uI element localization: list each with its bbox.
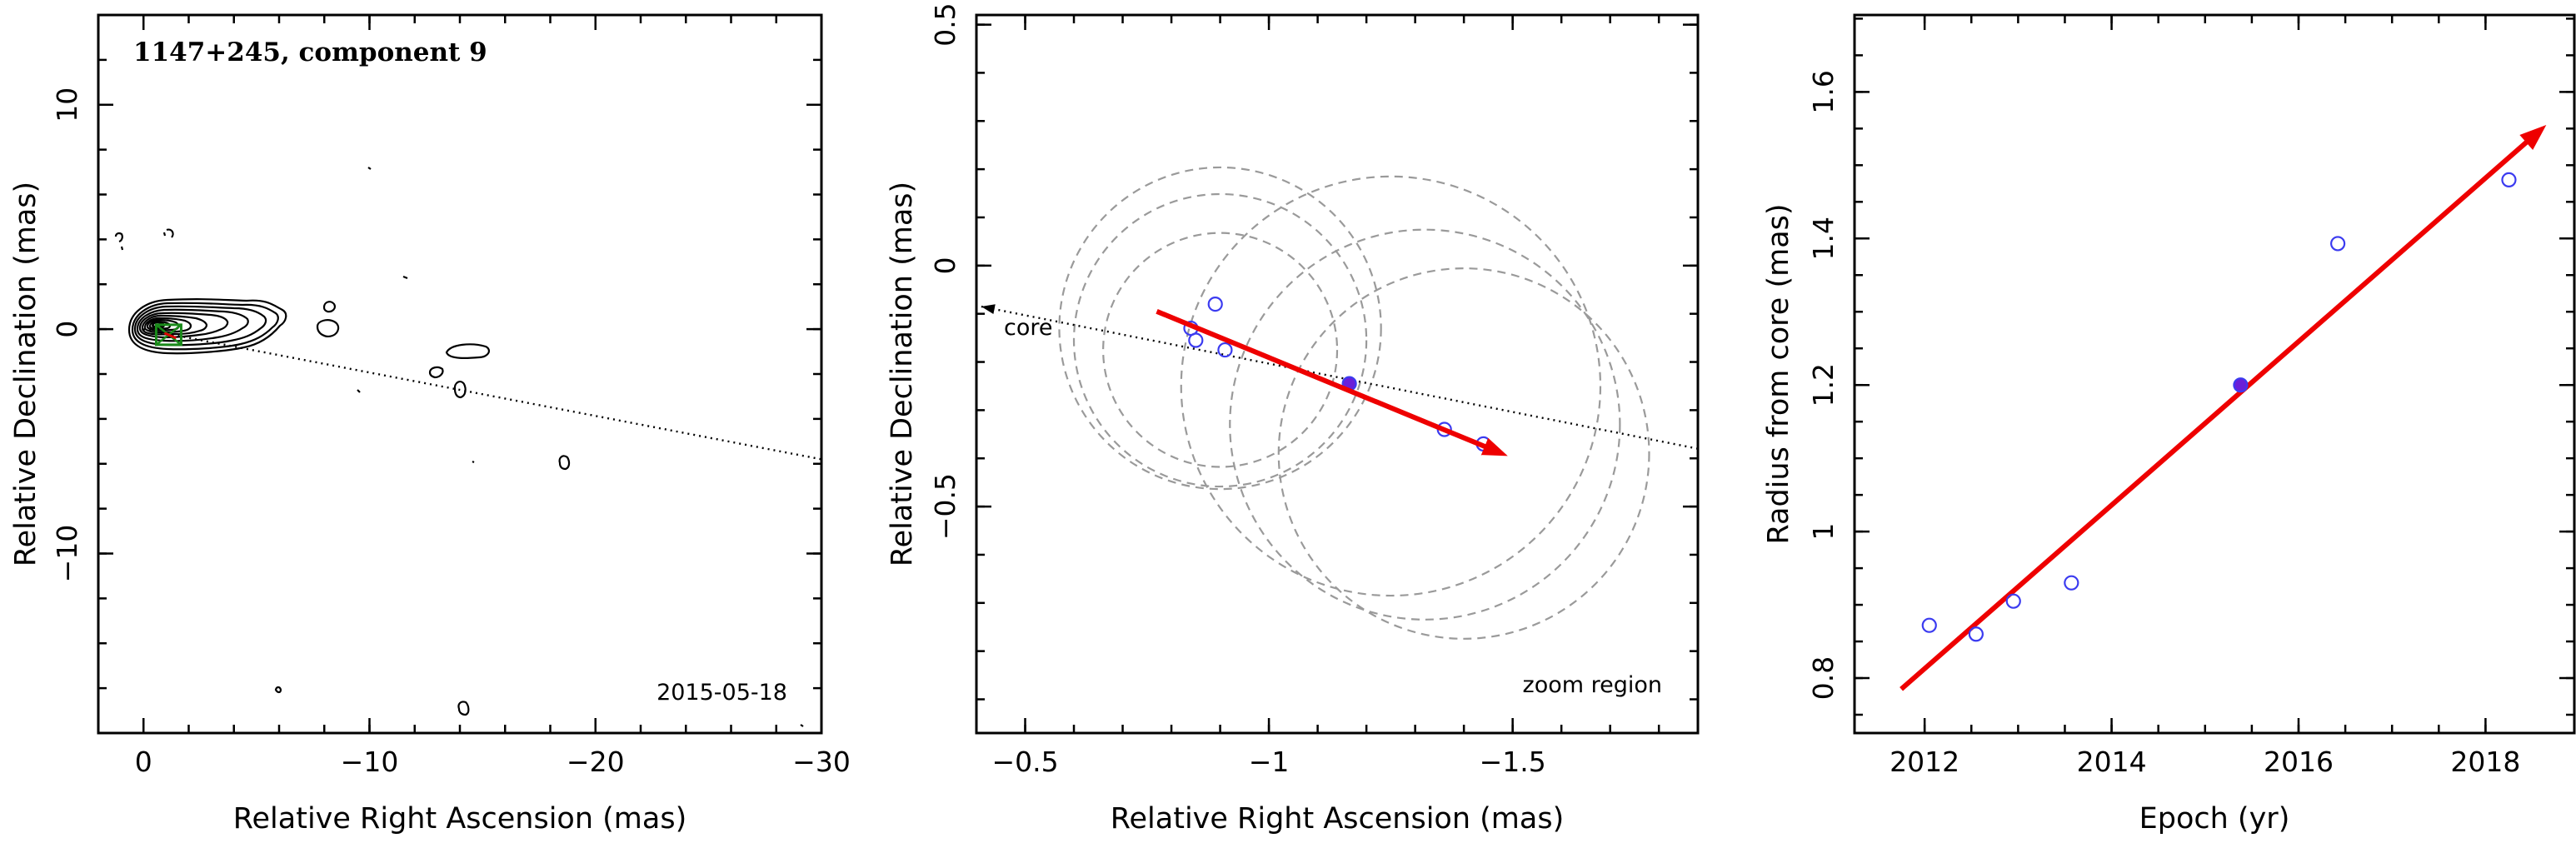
fit-line-head <box>2519 124 2547 151</box>
radius-point <box>2005 593 2021 609</box>
x-tick-label: −30 <box>792 746 851 778</box>
radius-point <box>1921 617 1937 633</box>
radius-point <box>2501 172 2517 188</box>
contour-feature <box>316 319 340 337</box>
error-circle <box>1072 192 1368 488</box>
radius-plot-area <box>1900 124 2547 691</box>
x-axis-label: Epoch (yr) <box>2139 802 2290 836</box>
error-circles <box>1058 166 1650 640</box>
radius-epoch-panel: 2012 2014 2016 2018 0.8 1 1.2 1.4 1.6 Epoch (yr)… <box>1762 13 2576 836</box>
x-tick-label: −1 <box>1249 746 1290 778</box>
contour-level <box>141 314 208 336</box>
y-axis-label: Radius from core (mas) <box>1762 203 1795 544</box>
contour-feature <box>162 232 167 237</box>
y-axis-label: Relative Declination (mas) <box>886 182 919 566</box>
core-direction-line <box>143 327 821 461</box>
error-circle <box>1102 232 1339 468</box>
position-point <box>1217 342 1233 358</box>
contour-feature <box>166 228 174 238</box>
map-title: 1147+245, component 9 <box>133 37 487 67</box>
component-box <box>154 323 182 347</box>
x-tick-label: 2012 <box>1890 746 1959 778</box>
reference-point <box>2233 377 2249 393</box>
x-tick-label: 0 <box>135 746 152 778</box>
x-tick-label: −20 <box>567 746 625 778</box>
component-marker <box>154 323 182 347</box>
y-tick-label: 1.4 <box>1807 217 1840 260</box>
zoom-region-label: zoom region <box>1523 672 1662 698</box>
core-arrow-head <box>981 304 996 315</box>
contour-feature <box>453 381 467 399</box>
contour-map-plot-area <box>114 167 821 727</box>
zoom-ticks: −0.5 −1 −1.5 0.5 0 −0.5 <box>929 2 1698 778</box>
error-circle <box>1058 166 1382 491</box>
position-point <box>1207 297 1223 312</box>
observation-date: 2015-05-18 <box>656 680 787 706</box>
zoom-frame <box>975 13 1700 735</box>
x-axis-label: Relative Right Ascension (mas) <box>1111 802 1564 836</box>
x-tick-label: 2018 <box>2450 746 2520 778</box>
radius-points <box>1921 172 2517 642</box>
radius-frame <box>1853 13 2576 735</box>
contour-feature <box>322 301 336 313</box>
position-point <box>1188 332 1204 348</box>
y-tick-label: 1 <box>1807 523 1840 541</box>
contour-feature <box>472 461 475 463</box>
contour-feature <box>428 366 444 379</box>
y-tick-label: 0 <box>51 321 83 338</box>
motion-vector <box>1156 309 1494 452</box>
radius-ticks: 2012 2014 2016 2018 0.8 1 1.2 1.4 1.6 <box>1807 15 2574 778</box>
contour-level <box>131 302 279 351</box>
y-axis-label: Relative Declination (mas) <box>9 182 42 566</box>
contour-feature <box>357 389 361 393</box>
y-tick-label: 1.6 <box>1807 70 1840 113</box>
contour-map-ticks: 0 −10 −20 −30 10 0 −10 <box>51 15 851 778</box>
contour-map-panel: 0 −10 −20 −30 10 0 −10 1147+245, component 9 2… <box>9 13 851 836</box>
radius-point <box>2064 575 2079 591</box>
jet-contours <box>114 167 804 727</box>
radius-point <box>2330 236 2346 252</box>
y-tick-label: 0.5 <box>929 2 961 46</box>
component-direction-mark <box>163 332 177 340</box>
error-circle <box>1277 267 1650 640</box>
contour-level <box>127 298 287 355</box>
contour-feature <box>445 343 490 360</box>
core-direction-line <box>981 305 1698 450</box>
fit-line <box>1900 135 2534 691</box>
x-tick-label: −1.5 <box>1480 746 1546 778</box>
x-tick-label: 2014 <box>2077 746 2147 778</box>
core-label: core <box>1004 315 1052 341</box>
error-circle <box>1180 175 1602 597</box>
zoom-region-panel: −0.5 −1 −1.5 0.5 0 −0.5 core zoom region Rela… <box>886 2 1700 836</box>
y-tick-label: −0.5 <box>929 473 961 540</box>
contour-feature <box>402 275 408 280</box>
contour-level <box>136 308 249 342</box>
radius-point <box>1968 626 1984 642</box>
motion-vector-head <box>1480 437 1508 456</box>
contour-feature <box>800 724 804 727</box>
x-tick-label: 2016 <box>2264 746 2334 778</box>
contour-map-frame <box>97 13 823 735</box>
contour-feature <box>274 686 282 694</box>
x-tick-label: −0.5 <box>991 746 1058 778</box>
x-tick-label: −10 <box>341 746 399 778</box>
zoom-plot-area <box>981 166 1698 640</box>
y-tick-label: 1.2 <box>1807 363 1840 407</box>
y-tick-label: 10 <box>51 87 83 122</box>
contour-feature <box>367 167 372 170</box>
x-axis-label: Relative Right Ascension (mas) <box>233 802 686 836</box>
error-circle <box>1229 228 1621 621</box>
y-tick-label: 0 <box>929 257 961 274</box>
y-tick-label: −10 <box>51 525 83 583</box>
y-tick-label: 0.8 <box>1807 656 1840 700</box>
contour-feature <box>457 701 470 716</box>
contour-feature <box>114 232 124 251</box>
contour-feature <box>558 455 571 471</box>
